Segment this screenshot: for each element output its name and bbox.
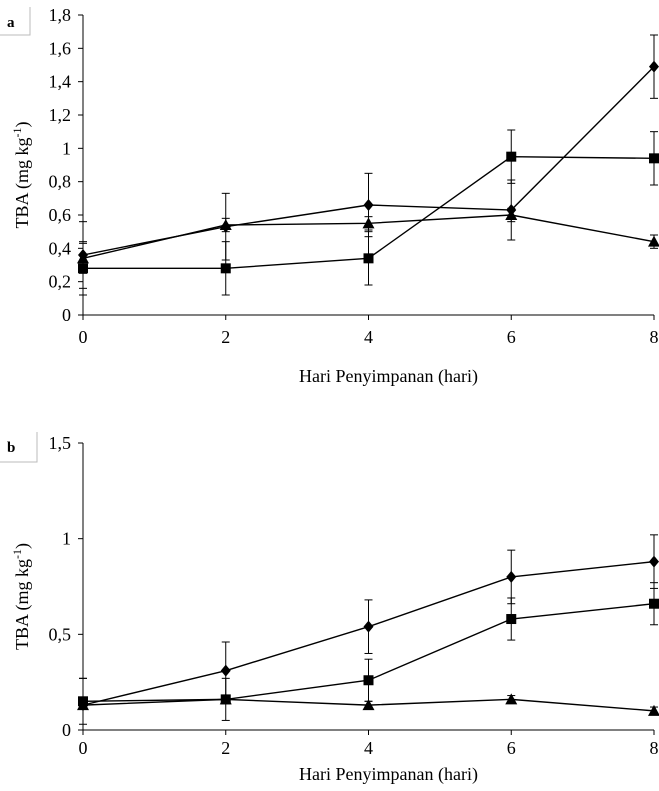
y-tick-label: 1,6 (49, 38, 72, 58)
y-axis-title-text: TBA (mg kg (12, 559, 33, 650)
y-tick-label: 0,5 (49, 624, 72, 644)
y-axis-title: TBA (mg kg-1) (10, 121, 33, 228)
data-point-diamond (649, 555, 659, 568)
y-axis-title-superscript: -1 (10, 549, 24, 559)
x-tick-label: 2 (221, 738, 230, 758)
y-axis-title-close: ) (12, 121, 33, 127)
y-tick-label: 1,5 (49, 433, 72, 453)
data-point-square (220, 263, 231, 274)
chart-panel-b: b 0 0,5 1 1,5 0 2 4 6 8 Hari Penyimpanan (hari) TBA… (0, 432, 659, 785)
data-point-diamond (649, 60, 659, 73)
x-tick-label: 8 (650, 738, 659, 758)
y-tick-label: 0,2 (49, 272, 72, 292)
y-tick-label: 0,8 (49, 172, 72, 192)
panel-label: a (7, 15, 15, 31)
data-point-triangle (505, 209, 518, 220)
chart-panel-a: a 0 0,2 0,4 0,6 0,8 1 1,2 1,4 1,6 1,8 0 2 4 6 8 Hari Pen… (0, 5, 659, 387)
x-tick-label: 0 (79, 738, 88, 758)
data-point-square (506, 614, 517, 625)
data-point-square (649, 598, 659, 609)
x-tick-label: 4 (364, 738, 373, 758)
y-tick-label: 0 (62, 305, 71, 325)
data-point-triangle (219, 219, 232, 230)
x-axis-title: Hari Penyimpanan (hari) (299, 366, 478, 387)
data-point-triangle (362, 699, 375, 711)
series-triangle (77, 693, 659, 716)
panel-label-box (0, 432, 38, 463)
y-tick-label: 1,4 (49, 72, 72, 92)
x-tick-label: 6 (507, 327, 516, 347)
data-point-triangle (648, 235, 659, 247)
data-point-square (363, 675, 374, 686)
y-tick-label: 0,4 (49, 238, 72, 258)
data-point-triangle (77, 252, 89, 264)
x-tick-label: 4 (364, 327, 373, 347)
y-tick-label: 1 (62, 138, 71, 158)
data-point-triangle (77, 699, 89, 711)
data-point-triangle (648, 704, 659, 716)
y-tick-label: 1,2 (49, 105, 72, 125)
series-triangle (77, 207, 659, 274)
x-axis-title: Hari Penyimpanan (hari) (299, 764, 478, 785)
y-tick-label: 1,8 (49, 5, 72, 25)
x-tick-label: 0 (79, 327, 88, 347)
x-tick-label: 8 (650, 327, 659, 347)
data-point-square (506, 151, 517, 162)
data-point-triangle (505, 693, 518, 705)
x-tick-label: 2 (221, 327, 230, 347)
y-tick-label: 1 (62, 529, 71, 549)
data-point-square (649, 153, 659, 164)
data-point-triangle (219, 693, 232, 705)
data-point-square (363, 253, 374, 264)
data-point-triangle (362, 217, 375, 229)
data-point-diamond (220, 664, 231, 677)
y-axis-title-close: ) (12, 543, 33, 549)
y-axis-title-superscript: -1 (10, 127, 24, 137)
data-point-diamond (363, 620, 374, 633)
y-axis-title: TBA (mg kg-1) (10, 543, 33, 650)
data-point-diamond (363, 199, 374, 211)
y-axis-title-text: TBA (mg kg (12, 137, 33, 228)
panel-label-box (0, 7, 31, 36)
y-tick-label: 0,6 (49, 205, 72, 225)
y-tick-label: 0 (62, 720, 71, 740)
x-tick-label: 6 (507, 738, 516, 758)
panel-label: b (7, 440, 15, 456)
data-point-diamond (506, 570, 517, 583)
